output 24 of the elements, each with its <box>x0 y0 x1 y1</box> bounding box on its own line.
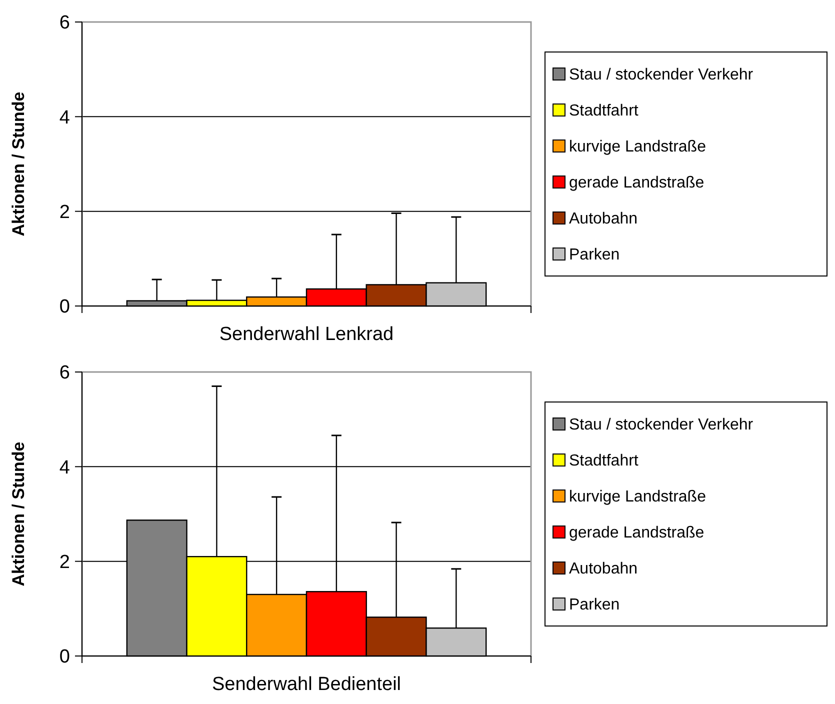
y-tick-label: 6 <box>59 12 70 34</box>
legend-label: kurvige Landstraße <box>569 138 706 156</box>
y-tick-label: 2 <box>59 202 70 223</box>
y-tick-label: 4 <box>59 107 70 128</box>
legend-label: Stadtfahrt <box>569 452 639 470</box>
legend-label: kurvige Landstraße <box>569 488 706 506</box>
y-tick-label: 4 <box>59 457 70 478</box>
legend-label: Autobahn <box>569 560 638 578</box>
y-axis-title: Aktionen / Stunde <box>9 442 28 586</box>
legend-label: Parken <box>569 246 620 264</box>
y-tick-label: 2 <box>59 552 70 573</box>
y-axis-title: Aktionen / Stunde <box>9 92 28 236</box>
legend-label: gerade Landstraße <box>569 174 704 192</box>
legend-label: Stau / stockender Verkehr <box>569 416 754 434</box>
y-tick-label: 0 <box>59 296 70 318</box>
x-tick-label: Senderwahl Bedienteil <box>212 674 402 695</box>
y-tick-label: 6 <box>59 362 70 384</box>
legend-label: Stadtfahrt <box>569 102 639 120</box>
legend-label: Stau / stockender Verkehr <box>569 66 754 84</box>
legend-label: Autobahn <box>569 210 638 228</box>
x-tick-label: Senderwahl Lenkrad <box>219 324 394 345</box>
legend-label: Parken <box>569 596 620 614</box>
legend-label: gerade Landstraße <box>569 524 704 542</box>
y-tick-label: 0 <box>59 646 70 668</box>
